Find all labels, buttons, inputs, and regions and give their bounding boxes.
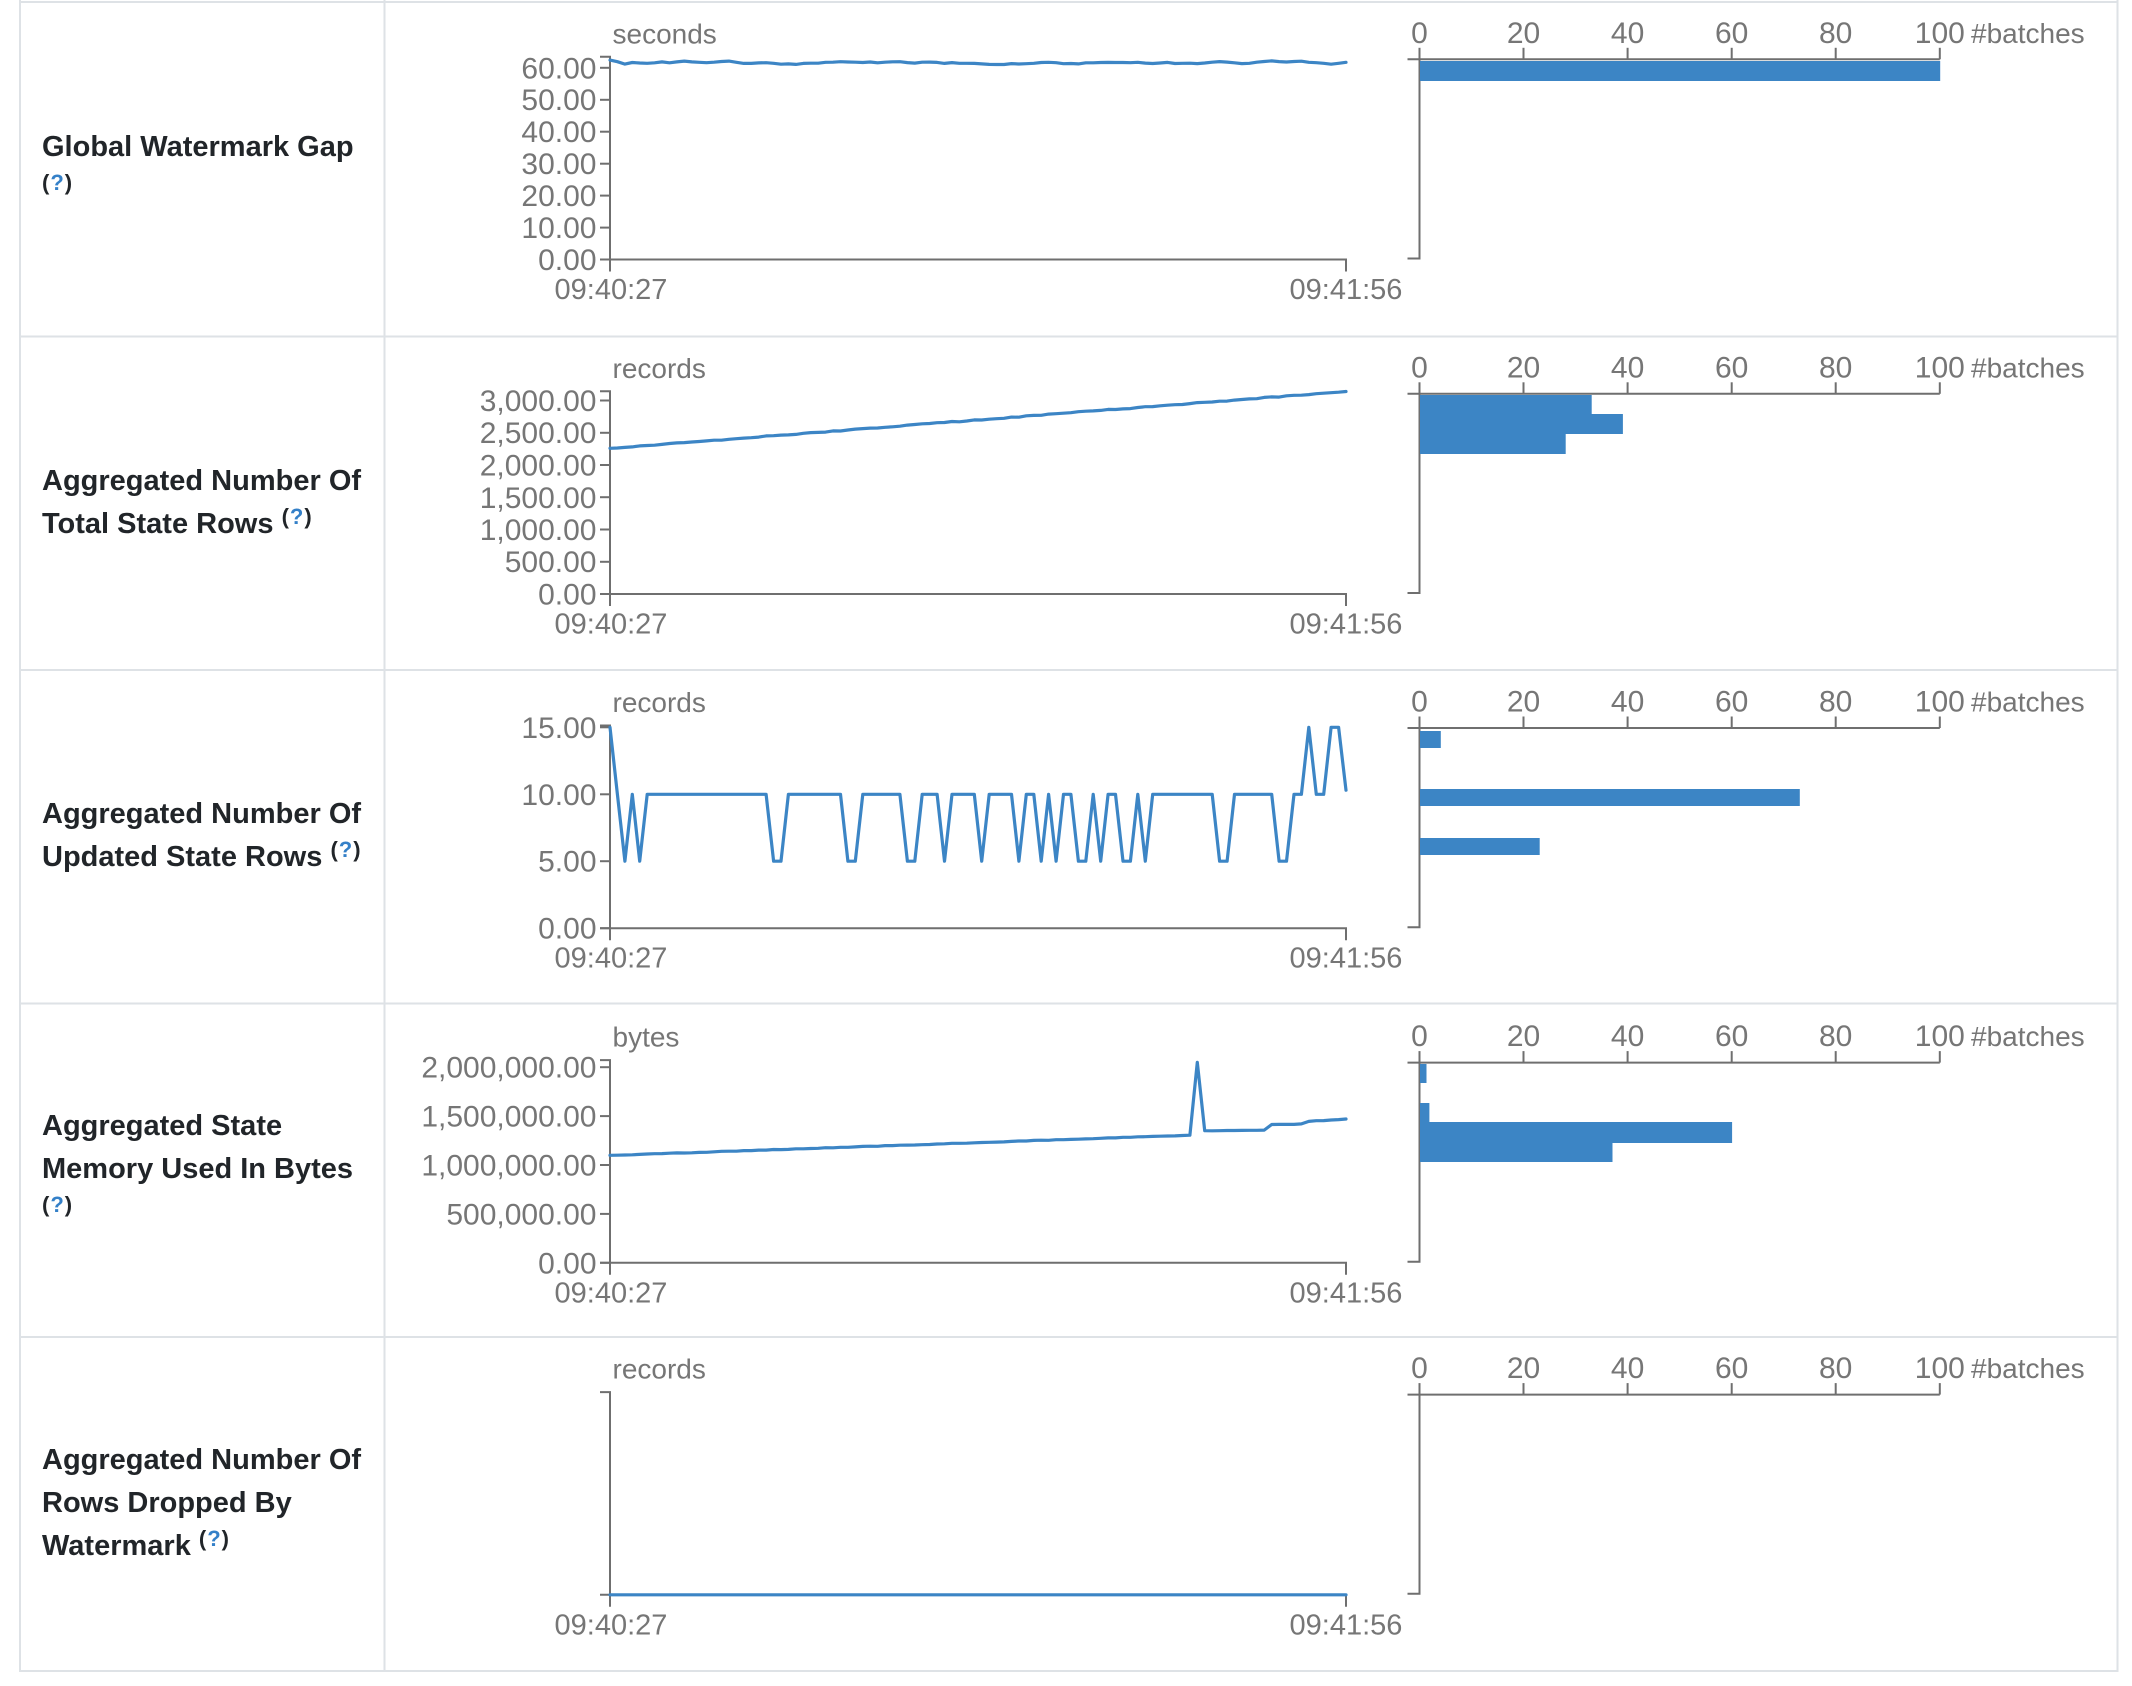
svg-text:80: 80 [1819,17,1852,50]
svg-text:1,500.00: 1,500.00 [480,482,597,515]
svg-text:09:41:56: 09:41:56 [1290,1609,1403,1641]
svg-text:5.00: 5.00 [538,846,596,879]
svg-text:0: 0 [1411,1352,1428,1385]
svg-text:100: 100 [1915,351,1965,384]
svg-text:09:41:56: 09:41:56 [1290,1277,1403,1309]
svg-text:#batches: #batches [1971,18,2085,49]
svg-text:09:40:27: 09:40:27 [555,943,668,975]
svg-text:3,000.00: 3,000.00 [480,385,597,418]
svg-text:0: 0 [1411,686,1428,719]
svg-text:60: 60 [1715,1352,1748,1385]
svg-text:09:40:27: 09:40:27 [555,1609,668,1641]
svg-text:500.00: 500.00 [505,546,597,579]
svg-text:60: 60 [1715,17,1748,50]
svg-text:60: 60 [1715,351,1748,384]
svg-text:80: 80 [1819,1020,1852,1053]
svg-text:0: 0 [1411,17,1428,50]
svg-text:records: records [613,353,706,384]
svg-text:500,000.00: 500,000.00 [446,1198,596,1231]
svg-text:100: 100 [1915,686,1965,719]
svg-text:1,000.00: 1,000.00 [480,514,597,547]
svg-text:seconds: seconds [613,18,717,49]
svg-text:10.00: 10.00 [521,212,596,245]
svg-text:10.00: 10.00 [521,779,596,812]
svg-text:2,500.00: 2,500.00 [480,417,597,450]
svg-text:50.00: 50.00 [521,84,596,117]
svg-text:09:40:27: 09:40:27 [555,609,668,641]
svg-text:60: 60 [1715,1020,1748,1053]
svg-text:80: 80 [1819,686,1852,719]
svg-text:40: 40 [1611,351,1644,384]
svg-text:100: 100 [1915,17,1965,50]
svg-text:1,500,000.00: 1,500,000.00 [421,1101,596,1134]
svg-text:2,000,000.00: 2,000,000.00 [421,1052,596,1085]
svg-text:0: 0 [1411,1020,1428,1053]
svg-text:records: records [613,1354,706,1385]
svg-text:20.00: 20.00 [521,180,596,213]
svg-text:20: 20 [1507,686,1540,719]
svg-text:20: 20 [1507,1020,1540,1053]
svg-text:#batches: #batches [1971,352,2085,383]
svg-text:20: 20 [1507,17,1540,50]
svg-text:80: 80 [1819,1352,1852,1385]
svg-text:0.00: 0.00 [538,913,596,946]
svg-text:records: records [613,687,706,718]
svg-text:40: 40 [1611,17,1644,50]
svg-text:#batches: #batches [1971,1353,2085,1384]
svg-text:80: 80 [1819,351,1852,384]
svg-text:09:40:27: 09:40:27 [555,274,668,306]
svg-text:15.00: 15.00 [521,712,596,745]
svg-text:0.00: 0.00 [538,244,596,277]
svg-text:#batches: #batches [1971,687,2085,718]
svg-text:0: 0 [1411,351,1428,384]
svg-text:09:41:56: 09:41:56 [1290,609,1403,641]
svg-text:30.00: 30.00 [521,148,596,181]
svg-text:09:40:27: 09:40:27 [555,1277,668,1309]
svg-text:40.00: 40.00 [521,116,596,149]
svg-text:100: 100 [1915,1020,1965,1053]
svg-text:40: 40 [1611,1020,1644,1053]
svg-text:60: 60 [1715,686,1748,719]
svg-text:20: 20 [1507,1352,1540,1385]
svg-text:0.00: 0.00 [538,1247,596,1280]
svg-text:20: 20 [1507,351,1540,384]
svg-text:0.00: 0.00 [538,579,596,612]
svg-text:1,000,000.00: 1,000,000.00 [421,1150,596,1183]
svg-text:60.00: 60.00 [521,52,596,85]
svg-text:40: 40 [1611,686,1644,719]
svg-text:2,000.00: 2,000.00 [480,450,597,483]
svg-text:100: 100 [1915,1352,1965,1385]
svg-text:bytes: bytes [613,1022,680,1053]
svg-text:#batches: #batches [1971,1021,2085,1052]
svg-text:40: 40 [1611,1352,1644,1385]
svg-text:09:41:56: 09:41:56 [1290,274,1403,306]
svg-text:09:41:56: 09:41:56 [1290,943,1403,975]
